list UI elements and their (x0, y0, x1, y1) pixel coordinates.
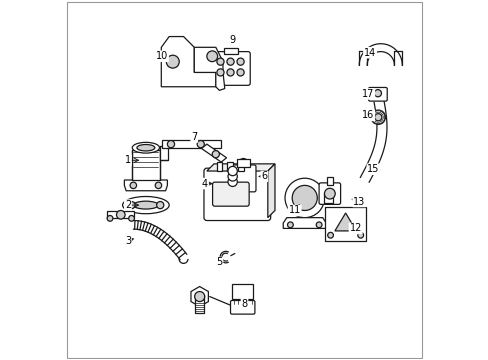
Circle shape (374, 114, 381, 121)
Text: 5: 5 (216, 257, 222, 267)
Ellipse shape (133, 201, 158, 209)
Text: 4: 4 (202, 179, 208, 189)
Text: 9: 9 (228, 35, 235, 45)
Bar (195, 295, 203, 313)
Bar (216, 162, 222, 171)
Polygon shape (283, 218, 325, 228)
Circle shape (166, 55, 179, 68)
Bar (224, 48, 238, 54)
Circle shape (217, 69, 224, 76)
Bar (227, 162, 233, 171)
Ellipse shape (132, 142, 159, 153)
Circle shape (324, 188, 335, 199)
Circle shape (128, 202, 135, 209)
Text: 3: 3 (124, 236, 131, 246)
Text: 11: 11 (288, 206, 300, 216)
Polygon shape (124, 180, 167, 191)
FancyBboxPatch shape (211, 51, 250, 85)
Polygon shape (161, 37, 215, 87)
Bar (324, 193, 333, 203)
Text: 10: 10 (156, 51, 168, 61)
Polygon shape (201, 144, 226, 162)
Circle shape (130, 182, 136, 189)
Bar (326, 177, 332, 185)
Circle shape (217, 58, 224, 65)
Circle shape (237, 58, 244, 65)
Circle shape (226, 69, 234, 76)
Text: 2: 2 (124, 200, 131, 210)
Circle shape (116, 211, 125, 219)
Circle shape (194, 292, 204, 302)
Circle shape (197, 140, 204, 148)
Ellipse shape (137, 144, 155, 151)
Polygon shape (191, 287, 208, 307)
Text: 1: 1 (124, 155, 131, 165)
Circle shape (167, 140, 174, 148)
Bar (238, 162, 244, 171)
Circle shape (237, 69, 244, 76)
Circle shape (357, 232, 363, 238)
Circle shape (239, 158, 247, 167)
Circle shape (292, 185, 317, 211)
Circle shape (373, 90, 381, 97)
Text: 12: 12 (349, 224, 361, 233)
Circle shape (285, 178, 324, 218)
Text: 13: 13 (352, 197, 365, 207)
Bar (159, 146, 168, 160)
FancyBboxPatch shape (230, 301, 254, 314)
Polygon shape (194, 47, 224, 90)
FancyBboxPatch shape (230, 165, 255, 192)
Circle shape (370, 110, 385, 125)
Bar (132, 149, 159, 180)
Text: 6: 6 (261, 171, 267, 181)
FancyBboxPatch shape (368, 87, 386, 101)
Bar (237, 159, 249, 167)
Text: 17: 17 (361, 89, 374, 99)
Circle shape (212, 150, 219, 158)
Circle shape (227, 166, 237, 176)
Polygon shape (206, 164, 274, 171)
Circle shape (206, 51, 217, 62)
Polygon shape (324, 207, 366, 241)
Circle shape (227, 172, 237, 181)
Polygon shape (162, 140, 221, 148)
Text: 7: 7 (191, 132, 197, 142)
Polygon shape (334, 213, 356, 231)
Circle shape (226, 58, 234, 65)
Circle shape (327, 232, 333, 238)
FancyBboxPatch shape (212, 182, 249, 206)
Text: 16: 16 (361, 111, 374, 121)
Text: 8: 8 (241, 299, 247, 309)
Bar (231, 284, 253, 299)
FancyBboxPatch shape (319, 183, 340, 204)
FancyBboxPatch shape (203, 168, 270, 221)
Polygon shape (267, 164, 274, 218)
Text: 15: 15 (366, 164, 379, 174)
Circle shape (227, 177, 237, 186)
Ellipse shape (122, 197, 169, 214)
Text: 14: 14 (363, 48, 375, 58)
Circle shape (316, 222, 321, 228)
Bar (107, 211, 134, 219)
Circle shape (156, 202, 163, 209)
Circle shape (287, 222, 293, 228)
Circle shape (107, 216, 113, 221)
Circle shape (155, 182, 162, 189)
Circle shape (128, 216, 134, 221)
